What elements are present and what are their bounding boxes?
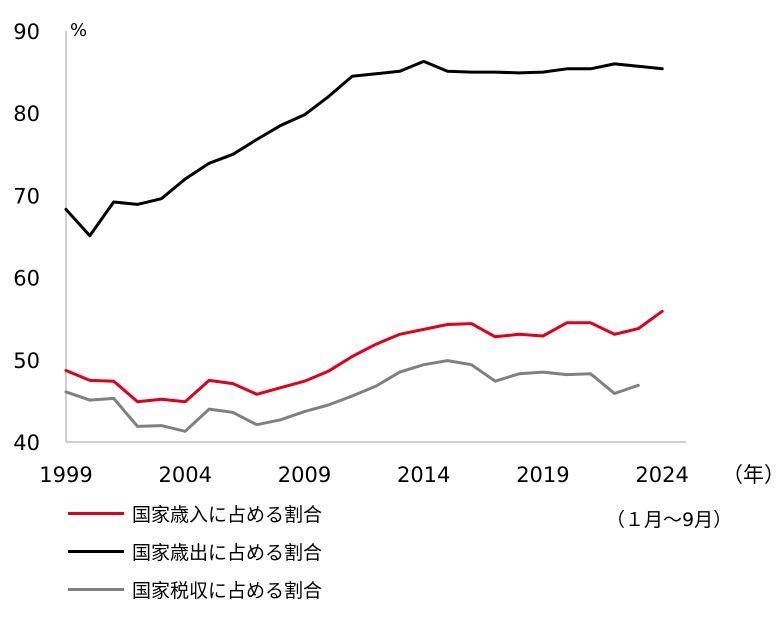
series-lines [64,59,664,433]
legend: 国家歳入に占める割合 国家歳出に占める割合 国家税収に占める割合 [68,494,322,608]
x-tick-label: 2019 [516,463,569,487]
axes [65,31,686,443]
legend-swatch-expenditure [68,549,124,553]
legend-label-revenue: 国家歳入に占める割合 [132,503,323,526]
x-tick-label: 2024 [635,463,688,487]
period-note: （１月～9月） [606,509,733,531]
legend-item-tax: 国家税収に占める割合 [68,570,322,608]
series-line-0 [64,309,664,404]
x-tick-label: 1999 [39,463,92,487]
legend-item-expenditure: 国家歳出に占める割合 [68,532,322,570]
y-axis-unit: % [70,20,87,41]
x-tick-label: 2009 [278,463,331,487]
legend-item-revenue: 国家歳入に占める割合 [68,494,322,532]
x-tick-label: 2004 [159,463,212,487]
x-axis-ticks: 1999 2004 2009 2014 2019 2024 [39,463,689,487]
legend-swatch-revenue [68,511,124,515]
x-axis-unit: （年） [722,463,777,487]
legend-swatch-tax [68,587,124,591]
series-line-2 [64,359,640,433]
y-tick-label: 50 [13,349,40,373]
x-tick-label: 2014 [397,463,450,487]
y-tick-label: 40 [13,431,40,455]
y-tick-label: 70 [13,184,40,208]
legend-label-expenditure: 国家歳出に占める割合 [132,541,323,564]
y-tick-label: 90 [13,20,40,44]
y-tick-label: 80 [13,102,40,126]
legend-label-tax: 国家税収に占める割合 [132,579,323,602]
series-line-1 [64,59,664,238]
y-tick-label: 60 [13,267,40,291]
y-axis-ticks: 40 50 60 70 80 90 [13,20,40,455]
